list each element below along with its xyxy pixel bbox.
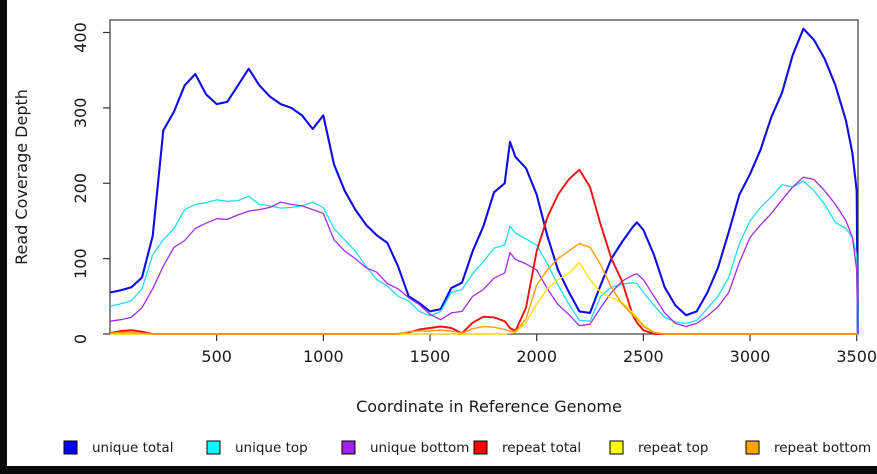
x-tick-label: 1000 — [303, 347, 344, 366]
legend-swatch-unique-total — [63, 440, 78, 455]
axis-ticks: 500 1000 1500 2000 2500 3000 3500 0 100 200 300 400 — [71, 22, 877, 366]
series-repeat-top — [110, 261, 858, 335]
y-tick-label: 300 — [71, 98, 90, 129]
x-tick-label: 1500 — [410, 347, 451, 366]
legend-swatch-unique-top — [206, 440, 221, 455]
legend-swatch-repeat-bottom — [745, 440, 760, 455]
data-series — [109, 27, 859, 335]
legend-swatch-repeat-top — [609, 440, 624, 455]
x-tick-label: 3000 — [730, 347, 771, 366]
legend-label-unique-total: unique total — [92, 440, 173, 456]
y-axis-title: Read Coverage Depth — [12, 89, 31, 265]
series-repeat-total — [109, 168, 858, 335]
series-unique-top — [109, 180, 859, 335]
legend-swatch-repeat-total — [473, 440, 488, 455]
x-tick-label: 3500 — [836, 347, 877, 366]
legend-label-repeat-total: repeat total — [502, 440, 581, 456]
x-axis-title: Coordinate in Reference Genome — [356, 397, 622, 416]
legend-label-unique-top: unique top — [235, 440, 308, 456]
window-frame-bottom — [0, 466, 877, 474]
legend-label-repeat-bottom: repeat bottom — [774, 440, 871, 456]
window-frame-left — [0, 0, 7, 474]
legend-swatch-unique-bottom — [341, 440, 356, 455]
legend: unique total unique top unique bottom repea… — [63, 440, 871, 456]
y-tick-label: 200 — [71, 173, 90, 204]
x-tick-label: 2000 — [516, 347, 557, 366]
y-tick-label: 100 — [71, 248, 90, 279]
series-unique-bottom — [109, 176, 859, 335]
x-tick-label: 2500 — [623, 347, 664, 366]
x-tick-label: 500 — [201, 347, 232, 366]
series-repeat-bottom — [109, 242, 858, 335]
series-unique-total — [109, 27, 859, 335]
y-tick-label: 0 — [71, 334, 90, 344]
legend-label-repeat-top: repeat top — [638, 440, 708, 456]
y-tick-label: 400 — [71, 22, 90, 53]
plot-box — [109, 19, 859, 335]
legend-label-unique-bottom: unique bottom — [370, 440, 469, 456]
